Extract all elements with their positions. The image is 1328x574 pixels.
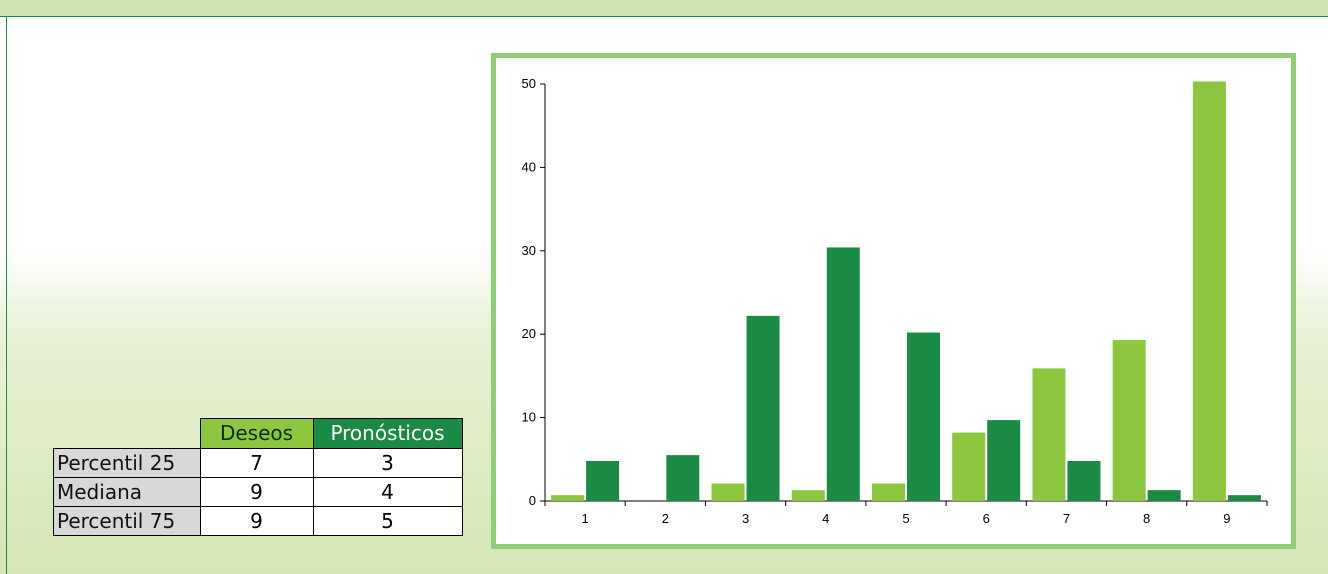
table-row: Percentil 75 9 5	[53, 506, 463, 536]
bar-deseos-5	[872, 483, 905, 501]
cell-pronosticos-mediana: 4	[312, 477, 463, 507]
bar-pronosticos-8	[1147, 490, 1181, 501]
y-tick-label: 30	[522, 243, 536, 258]
bar-deseos-6	[952, 432, 986, 501]
cell-deseos-p75: 9	[199, 506, 314, 536]
x-tick-label: 8	[1143, 511, 1150, 526]
x-tick-label: 5	[902, 511, 909, 526]
y-tick-label: 0	[529, 493, 536, 508]
left-border-rule	[6, 17, 7, 574]
bar-deseos-1	[551, 495, 585, 501]
bar-deseos-9	[1192, 81, 1226, 502]
bar-pronosticos-7	[1067, 460, 1101, 501]
x-tick-label: 6	[983, 511, 990, 526]
x-tick-label: 1	[581, 511, 588, 526]
chart-frame: 0 10 20 30 40 50 1 2 3 4 5 6 7 8 9	[491, 53, 1296, 549]
row-label-percentil-75: Percentil 75	[53, 506, 201, 536]
bar-pronosticos-9	[1227, 495, 1261, 501]
bar-pronosticos-3	[746, 315, 780, 501]
row-label-mediana: Mediana	[53, 477, 201, 507]
bar-pronosticos-6	[987, 420, 1021, 501]
header-pronosticos: Pronósticos	[312, 418, 463, 449]
percentile-table: Deseos Pronósticos Percentil 25 7 3 Medi…	[53, 418, 463, 536]
bar-pronosticos-1	[586, 460, 620, 501]
header-deseos: Deseos	[199, 418, 314, 449]
cell-deseos-mediana: 9	[199, 477, 314, 507]
y-tick-label: 40	[522, 159, 536, 174]
y-tick-label: 50	[522, 76, 536, 91]
x-tick-label: 7	[1063, 511, 1070, 526]
x-tick-label: 3	[742, 511, 749, 526]
table-row: Percentil 25 7 3	[53, 448, 463, 478]
table-header-row: Deseos Pronósticos	[54, 418, 463, 449]
table-corner	[54, 419, 201, 449]
x-tick-label: 9	[1223, 511, 1230, 526]
cell-deseos-p25: 7	[199, 448, 314, 478]
bar-pronosticos-4	[826, 247, 860, 501]
bar-deseos-3	[711, 483, 745, 501]
bar-pronosticos-2	[666, 455, 700, 501]
x-tick-label: 2	[662, 511, 669, 526]
cell-pronosticos-p75: 5	[312, 506, 463, 536]
cell-pronosticos-p25: 3	[312, 448, 463, 478]
bar-deseos-7	[1032, 368, 1066, 501]
bar-pronosticos-5	[907, 332, 940, 501]
row-label-percentil-25: Percentil 25	[53, 448, 201, 478]
bar-deseos-8	[1112, 340, 1146, 501]
table-row: Mediana 9 4	[53, 477, 463, 507]
y-tick-label: 10	[522, 410, 536, 425]
bar-deseos-4	[791, 490, 825, 501]
x-tick-label: 4	[822, 511, 829, 526]
header-band	[0, 0, 1328, 17]
bar-chart: 0 10 20 30 40 50 1 2 3 4 5 6 7 8 9	[522, 76, 1268, 526]
y-tick-label: 20	[522, 326, 536, 341]
